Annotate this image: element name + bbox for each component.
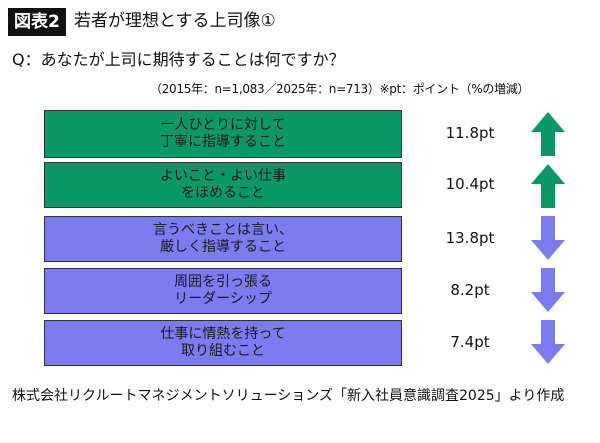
chart-title: 若者が理想とする上司像① xyxy=(74,11,276,31)
figure-badge: 図表2 xyxy=(8,8,66,36)
value-label: 10.4pt xyxy=(445,175,495,193)
sample-note: （2015年：n=1,083／2025年：n=713）※pt：ポイント（%の増減… xyxy=(150,82,530,96)
source-note: 株式会社リクルートマネジメントソリューションズ「新入社員意識調査2025」より作… xyxy=(12,388,565,404)
question: Q：あなたが上司に期待することは何ですか？ xyxy=(12,50,345,69)
value-label: 8.2pt xyxy=(450,281,490,299)
item-box: よいこと・よい仕事 をほめること xyxy=(44,162,402,208)
item-box: 仕事に情熱を持って 取り組むこと xyxy=(44,320,402,366)
arrow-down-icon xyxy=(531,216,565,260)
arrow-down-icon xyxy=(531,320,565,364)
item-box: 一人ひとりに対して 丁寧に指導すること xyxy=(44,110,402,158)
value-label: 13.8pt xyxy=(445,229,495,247)
arrow-up-icon xyxy=(531,164,565,208)
arrow-down-icon xyxy=(531,268,565,312)
value-label: 11.8pt xyxy=(445,124,495,142)
arrow-up-icon xyxy=(531,112,565,156)
item-box: 周囲を引っ張る リーダーシップ xyxy=(44,268,402,314)
value-label: 7.4pt xyxy=(450,333,490,351)
item-box: 言うべきことは言い、 厳しく指導すること xyxy=(44,216,402,262)
